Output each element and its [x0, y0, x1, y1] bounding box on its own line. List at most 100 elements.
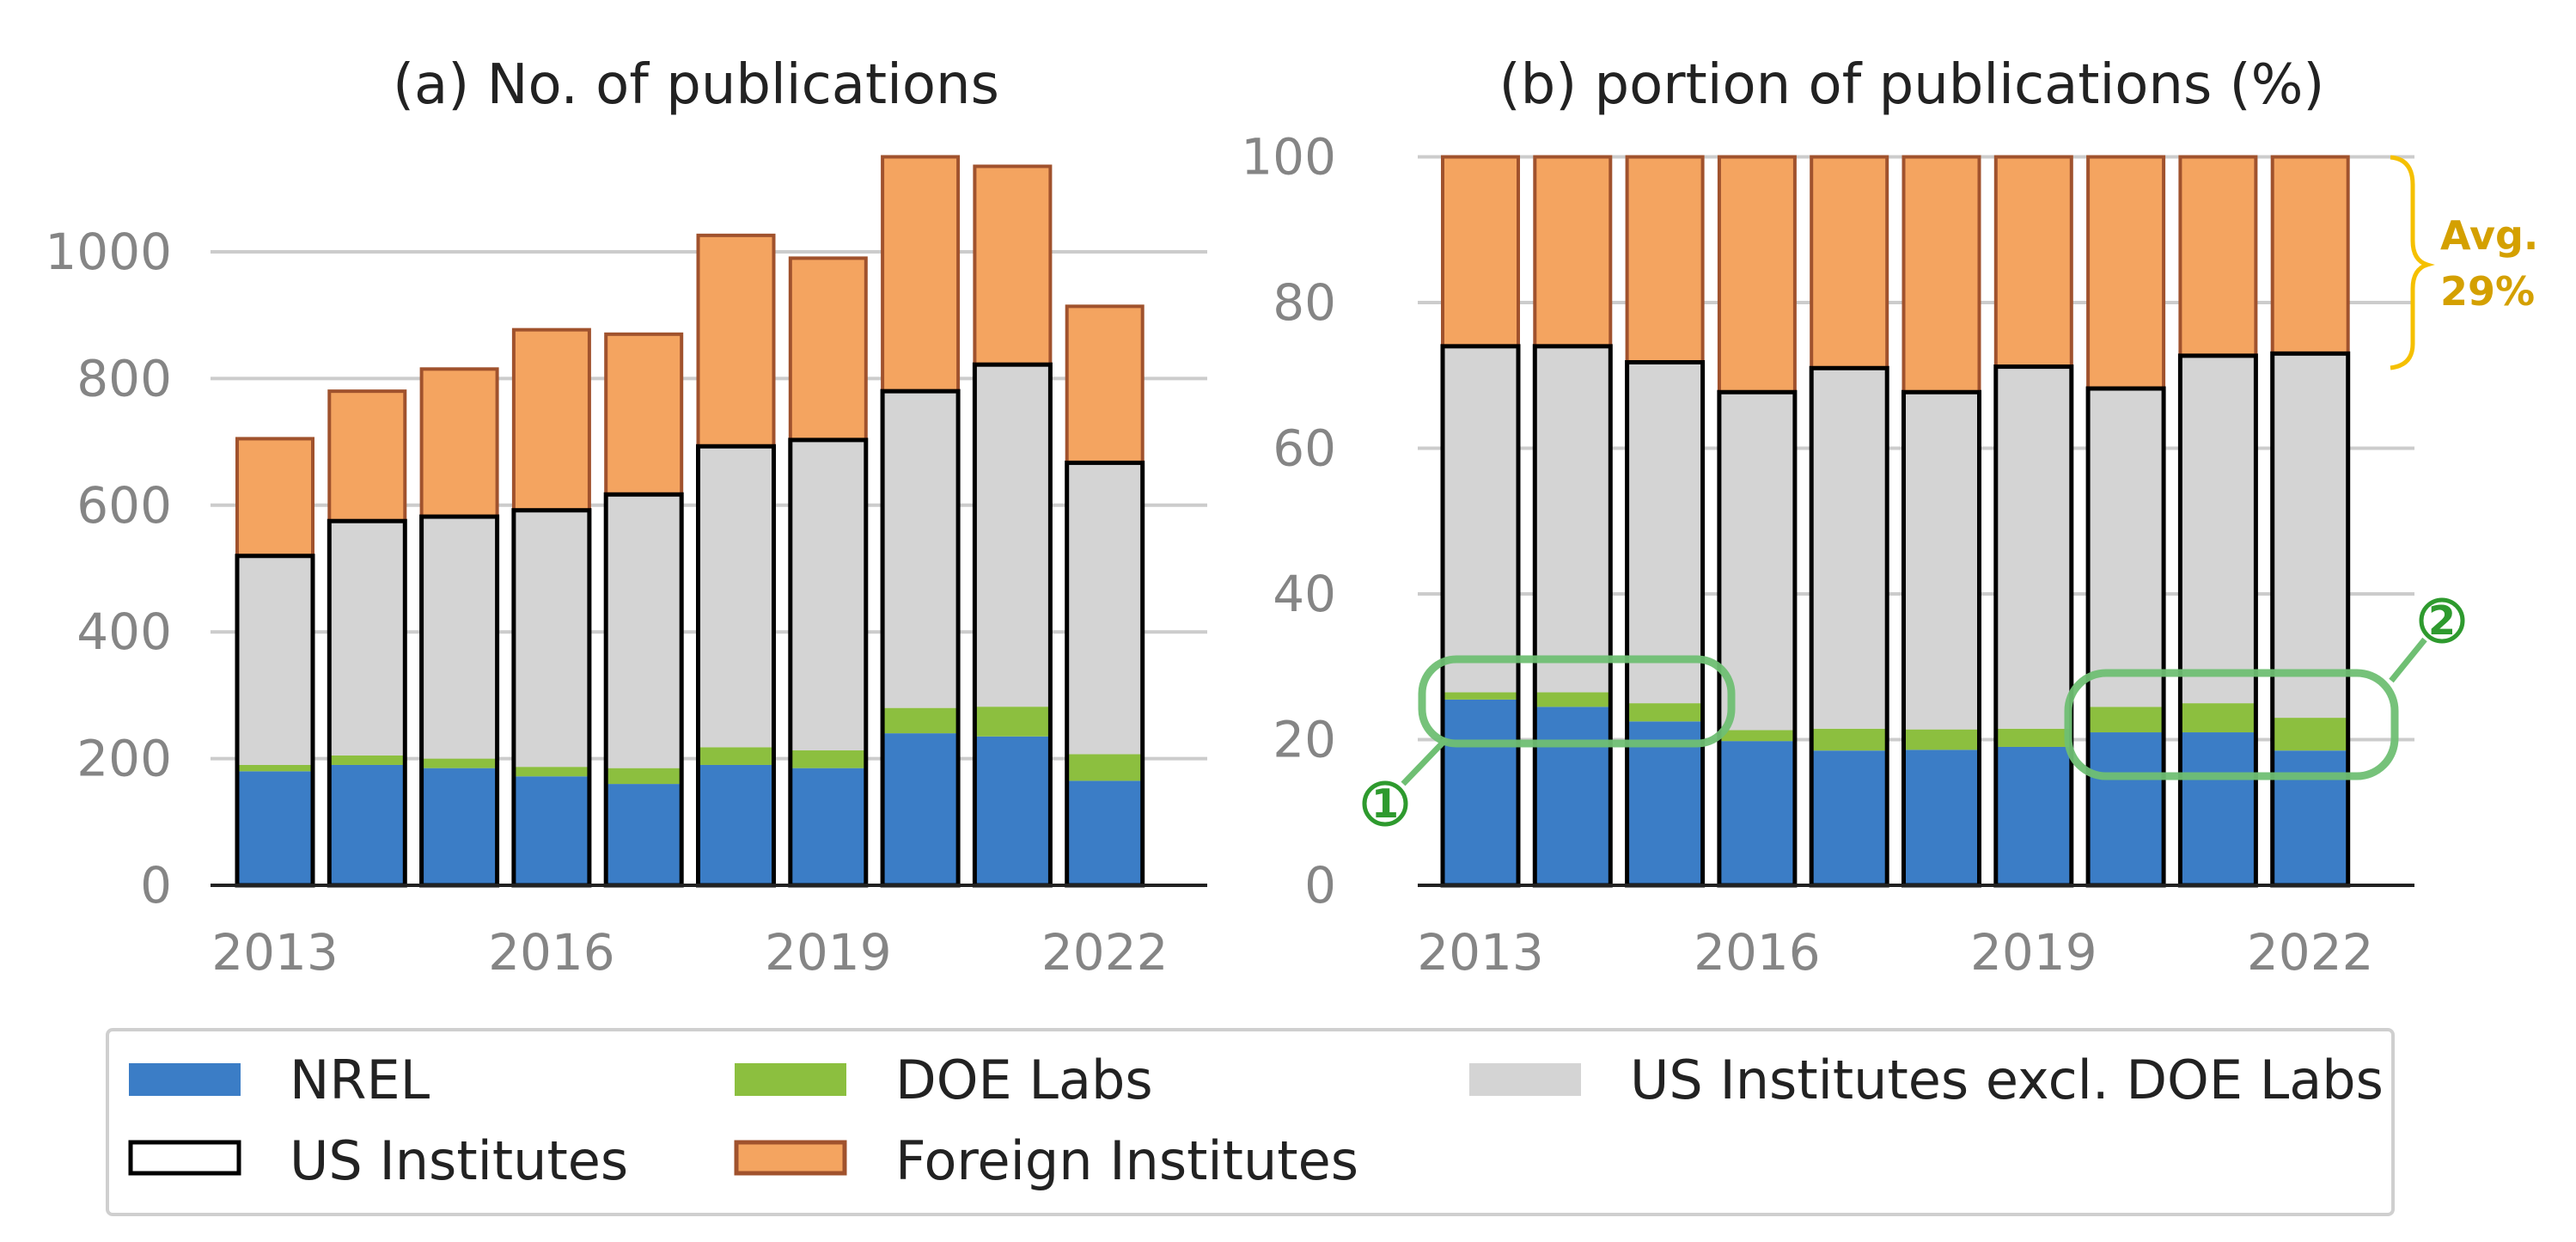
bar-b-doe-labs-2014 — [1535, 692, 1611, 707]
bar-a-doe-labs-2021 — [974, 707, 1051, 737]
callout-2-marker — [2419, 597, 2465, 644]
bar-b-us-institutes-excl-doe-labs-2013 — [1443, 346, 1518, 693]
bar-b-nrel-2019 — [1995, 746, 2072, 885]
bar-b-doe-labs-2020 — [2088, 707, 2164, 733]
panel-a-y-tick-labels: 0 200 400 600 800 1000 — [45, 223, 172, 915]
bar-b-us-institutes-excl-doe-labs-2016 — [1718, 392, 1795, 731]
bar-a-foreign-institutes-2019 — [788, 256, 868, 442]
bar-a-doe-labs-2017 — [606, 768, 682, 785]
bar-b-doe-labs-2019 — [1995, 728, 2072, 747]
callout-2: 2 — [2064, 597, 2465, 780]
bar-a-foreign-institutes-2020 — [881, 155, 961, 394]
bar-b-doe-labs-2013 — [1443, 692, 1518, 700]
bar-b-foreign-institutes-2014 — [1533, 155, 1613, 348]
bar-a-us-institutes-excl-doe-labs-2022 — [1066, 462, 1143, 755]
bar-b-foreign-institutes-2021 — [2178, 155, 2258, 358]
bar-a-nrel-2018 — [698, 764, 774, 885]
bar-b-us-institutes-excl-doe-labs-2017 — [1811, 368, 1888, 729]
panel-a-x-tick-labels: 2013 2016 2019 2022 — [211, 923, 1168, 982]
x-tick-label-b-2022: 2022 — [2247, 923, 2374, 982]
bar-a-us-institutes-excl-doe-labs-2020 — [882, 391, 959, 708]
callout-1: 1 — [1362, 655, 1736, 827]
bar-a-doe-labs-2013 — [237, 764, 313, 772]
callout-1-leader — [1401, 737, 1449, 786]
legend-label-foreign: Foreign Institutes — [895, 1129, 1358, 1192]
bar-a-nrel-2022 — [1066, 780, 1143, 885]
legend-label-us-institutes: US Institutes — [290, 1129, 628, 1192]
y-tick-label-b-0: 0 — [1304, 856, 1336, 915]
bar-b-doe-labs-2022 — [2272, 718, 2348, 751]
bar-a-us-institutes-excl-doe-labs-2015 — [421, 517, 497, 759]
bar-a-nrel-2020 — [882, 733, 959, 885]
panel-a-title: (a) No. of publications — [393, 53, 999, 117]
bar-b-us-institutes-excl-doe-labs-2014 — [1535, 346, 1611, 693]
bar-a-doe-labs-2014 — [329, 755, 406, 765]
legend: NREL DOE Labs US Institutes excl. DOE La… — [106, 1028, 2395, 1216]
y-tick-label-a-600: 600 — [76, 476, 172, 535]
bar-b-doe-labs-2016 — [1718, 730, 1795, 742]
bar-b-doe-labs-2017 — [1811, 728, 1888, 751]
avg-foreign-share-annotation: Avg. 29% — [2390, 155, 2538, 370]
x-tick-label-b-2013: 2013 — [1417, 923, 1544, 982]
legend-item-doe-labs: DOE Labs — [735, 1049, 1153, 1111]
bar-a-doe-labs-2020 — [882, 707, 959, 734]
bar-a-nrel-2019 — [790, 768, 866, 885]
legend-item-us-excl-doe: US Institutes excl. DOE Labs — [1469, 1049, 2384, 1111]
bar-a-foreign-institutes-2013 — [235, 437, 314, 558]
bar-b-nrel-2013 — [1443, 699, 1518, 885]
bar-b-us-institutes-excl-doe-labs-2021 — [2180, 355, 2256, 704]
bar-b-nrel-2020 — [2088, 732, 2164, 885]
legend-item-nrel: NREL — [129, 1049, 430, 1111]
x-tick-label-a-2022: 2022 — [1041, 923, 1169, 982]
bar-a-us-institutes-excl-doe-labs-2017 — [606, 494, 682, 768]
y-tick-label-b-100: 100 — [1241, 128, 1336, 187]
panel-b-title: (b) portion of publications (%) — [1499, 53, 2325, 117]
bar-b-nrel-2016 — [1718, 741, 1795, 885]
avg-label: Avg. — [2440, 212, 2538, 259]
bar-a-foreign-institutes-2018 — [696, 233, 776, 449]
x-tick-label-a-2016: 2016 — [488, 923, 615, 982]
bar-a-foreign-institutes-2021 — [973, 164, 1053, 367]
bar-b-us-institutes-excl-doe-labs-2022 — [2272, 353, 2348, 719]
legend-label-nrel: NREL — [290, 1049, 430, 1111]
callout-2-box — [2064, 669, 2399, 780]
bar-a-foreign-institutes-2022 — [1065, 304, 1145, 465]
bar-a-nrel-2015 — [421, 768, 497, 885]
bar-a-us-institutes-excl-doe-labs-2021 — [974, 364, 1051, 707]
bar-a-us-institutes-excl-doe-labs-2019 — [790, 439, 866, 751]
bar-b-nrel-2022 — [2272, 750, 2348, 885]
legend-item-foreign: Foreign Institutes — [734, 1129, 1358, 1192]
bar-b-us-institutes-excl-doe-labs-2015 — [1627, 362, 1703, 704]
x-tick-label-b-2016: 2016 — [1694, 923, 1821, 982]
legend-swatch-us-excl-doe — [1469, 1063, 1581, 1096]
bar-b-foreign-institutes-2016 — [1717, 155, 1797, 395]
bar-b-nrel-2014 — [1535, 707, 1611, 885]
bar-b-foreign-institutes-2020 — [2086, 155, 2166, 391]
bar-a-nrel-2017 — [606, 784, 682, 885]
panel-a-bars — [235, 155, 1145, 888]
bar-a-nrel-2021 — [974, 736, 1051, 885]
panel-b-x-tick-labels: 2013 2016 2019 2022 — [1417, 923, 2373, 982]
bar-b-us-institutes-excl-doe-labs-2018 — [1903, 392, 1980, 730]
bar-b-nrel-2015 — [1627, 721, 1703, 885]
avg-value: 29% — [2440, 268, 2535, 315]
bar-a-foreign-institutes-2014 — [327, 389, 407, 523]
y-tick-label-b-20: 20 — [1273, 711, 1336, 769]
bar-a-us-institutes-excl-doe-labs-2013 — [237, 555, 313, 765]
bar-a-foreign-institutes-2016 — [511, 327, 591, 512]
bar-a-nrel-2013 — [237, 771, 313, 885]
bar-b-us-institutes-excl-doe-labs-2020 — [2088, 389, 2164, 707]
legend-item-us-institutes: US Institutes — [128, 1129, 628, 1192]
y-tick-label-a-1000: 1000 — [45, 223, 172, 281]
x-tick-label-b-2019: 2019 — [1970, 923, 2097, 982]
panel-b-publication-shares: (b) portion of publications (%) 0 20 40 60 8… — [1241, 53, 2538, 982]
callout-1-box — [1418, 655, 1736, 748]
panel-a-publication-counts: (a) No. of publications 0 200 400 600 800 100… — [45, 53, 1207, 982]
bar-a-doe-labs-2015 — [421, 758, 497, 768]
callout-1-marker — [1362, 780, 1408, 827]
legend-swatch-doe-labs — [735, 1063, 846, 1096]
callout-2-label: 2 — [2428, 597, 2456, 644]
bar-a-doe-labs-2022 — [1066, 754, 1143, 781]
legend-swatch-nrel — [129, 1063, 241, 1096]
